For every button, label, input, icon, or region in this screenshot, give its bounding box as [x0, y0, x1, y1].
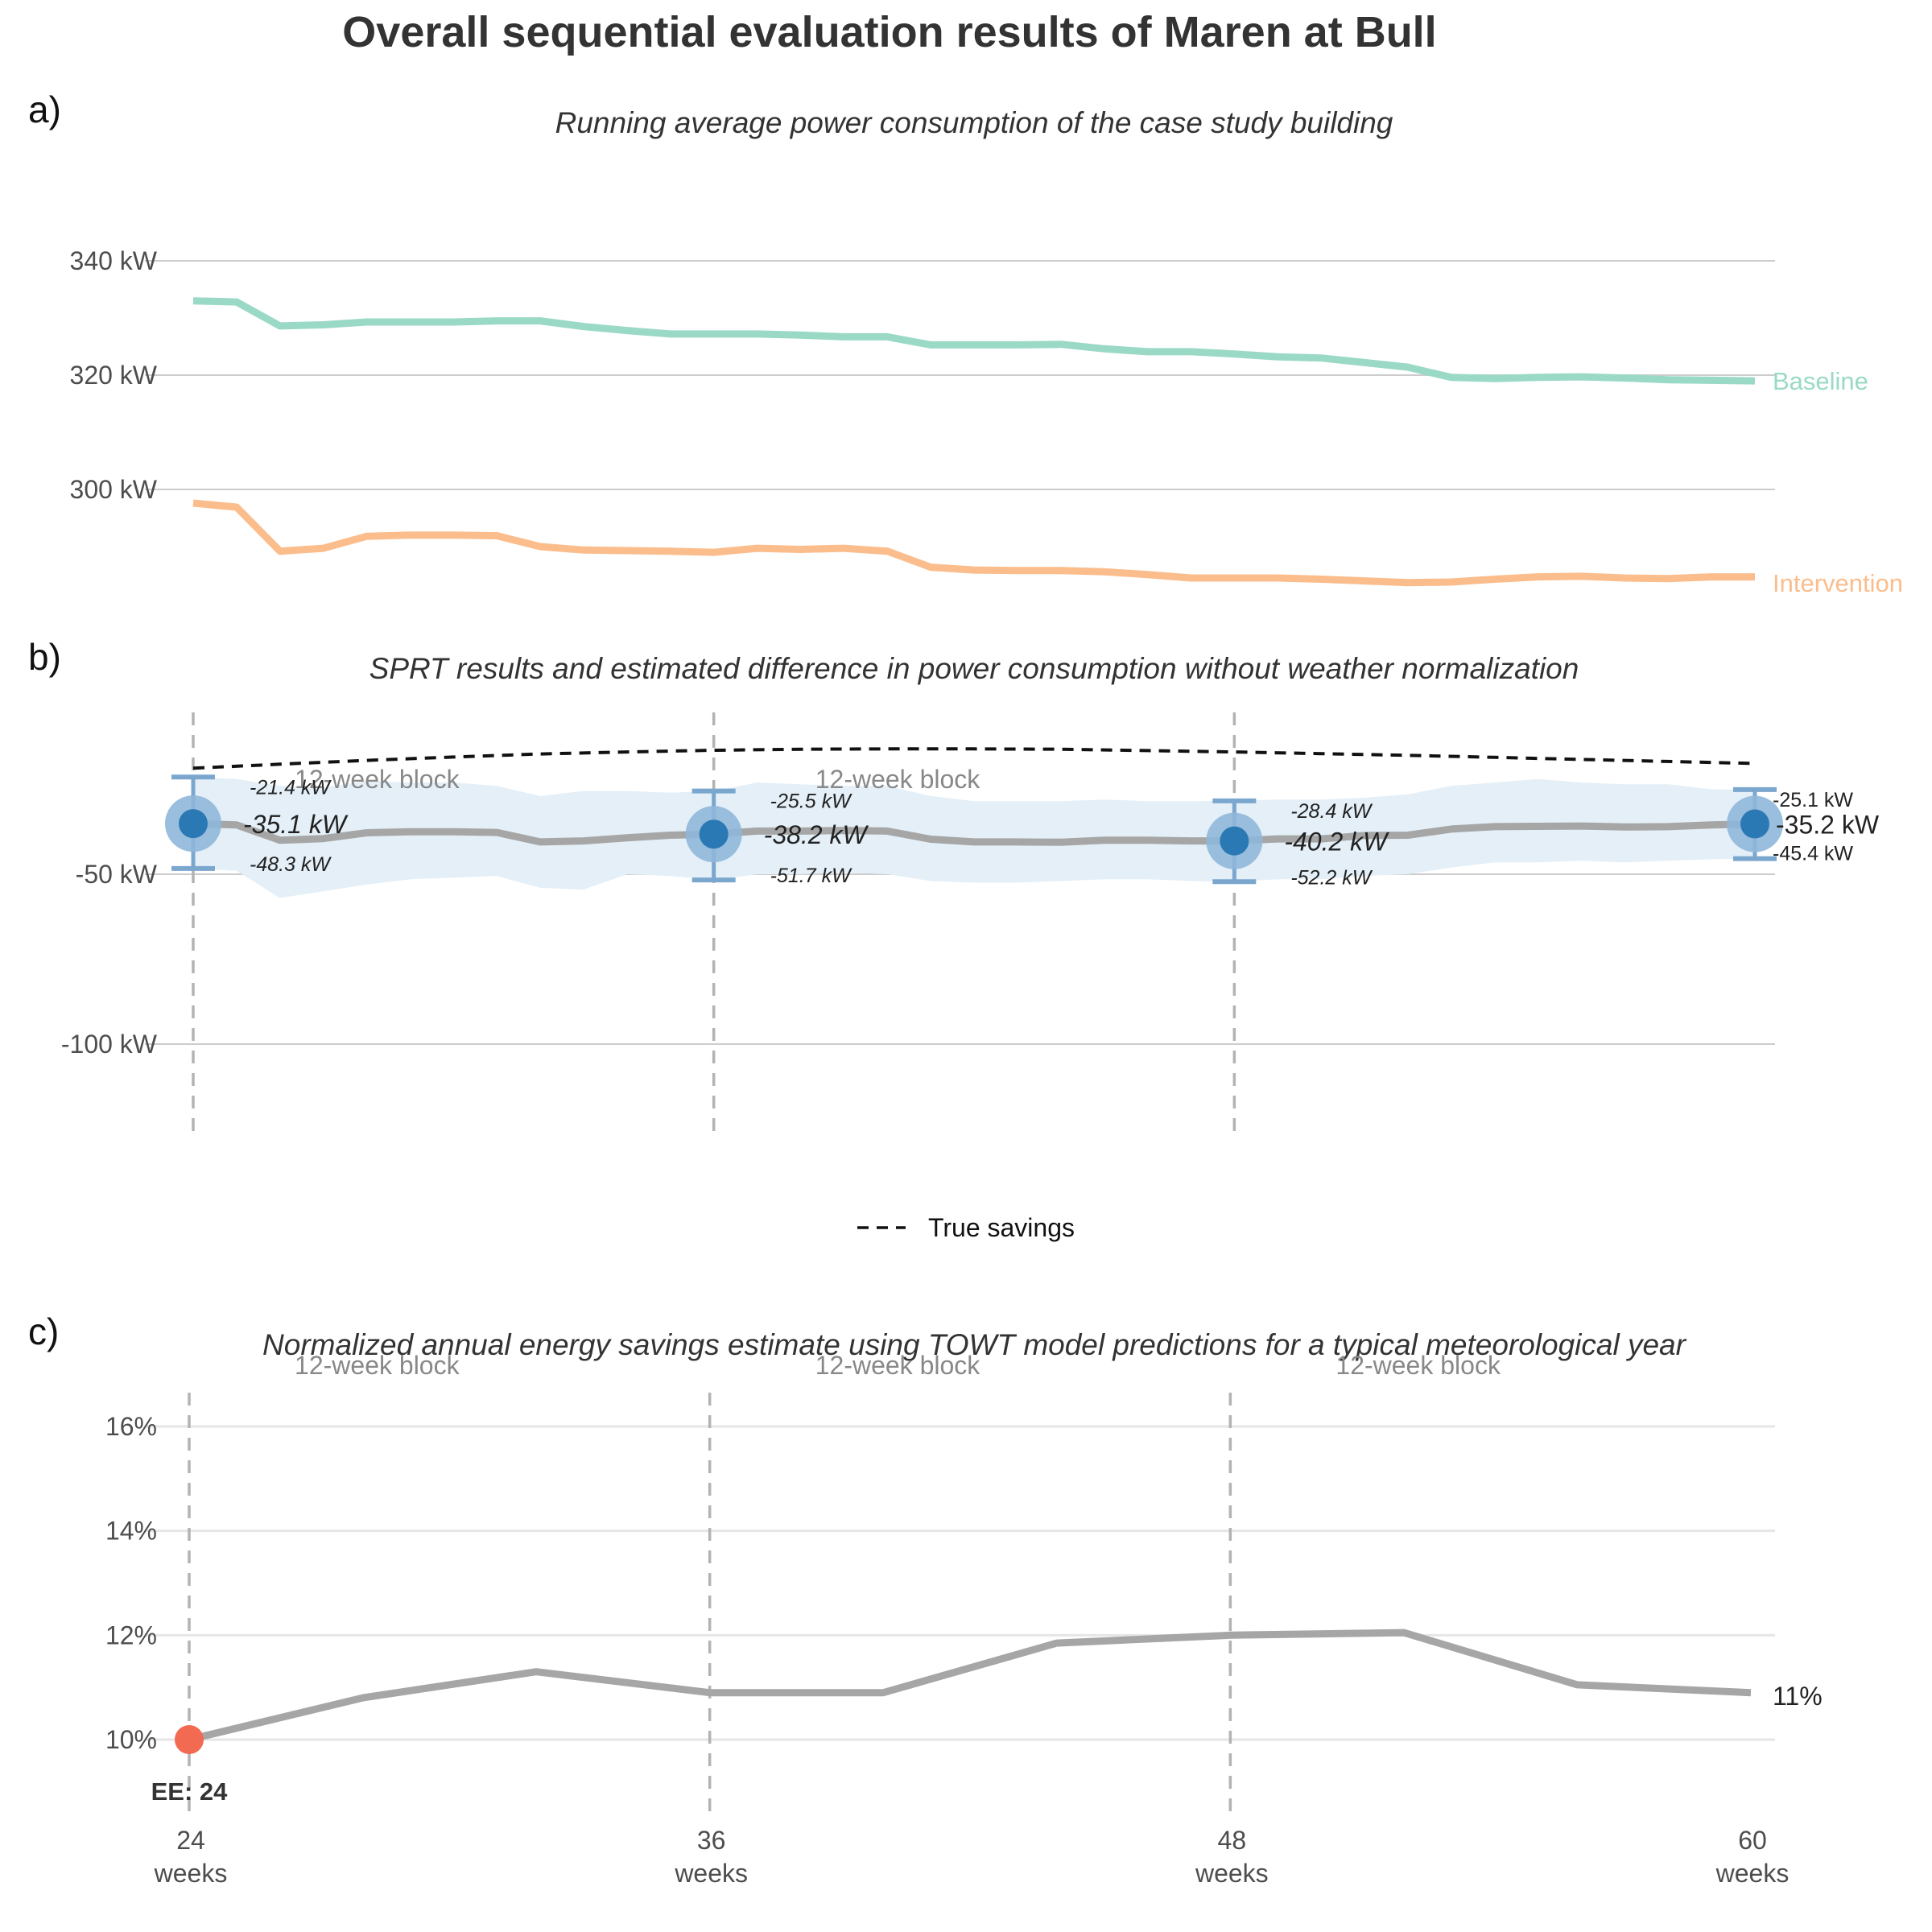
estimate-line: [192, 819, 1756, 846]
estimate-point: [1220, 826, 1249, 856]
y-tick-label-c: 12%: [105, 1620, 157, 1649]
panel-c: c) Normalized annual energy savings esti…: [28, 1311, 1823, 1888]
normalized-savings-line: [175, 1629, 1752, 1754]
y-tick-label-c: 14%: [105, 1517, 157, 1546]
estimate-path: [192, 819, 1756, 846]
series-label-intervention: Intervention: [1773, 569, 1903, 597]
y-tick-label-b: -100 kW: [61, 1030, 158, 1059]
panel-c-label: c): [28, 1311, 59, 1352]
panel-a-label: a): [28, 89, 61, 130]
block-label: 12-week block: [295, 1351, 460, 1380]
x-tick-value: 36: [697, 1826, 726, 1855]
x-tick-unit: weeks: [1195, 1859, 1269, 1888]
panel-c-grid: 10% 12% 14% 16%: [105, 1412, 1775, 1754]
sprt-points: -21.4 kW -48.3 kW -35.1 kW -25.5 kW -51.7 kW…: [165, 774, 1880, 889]
estimate-label: -35.1 kW: [243, 810, 349, 839]
x-tick-unit: weeks: [154, 1859, 228, 1888]
estimate-point: [179, 809, 208, 839]
sprt-point-group: -21.4 kW -48.3 kW -35.1 kW: [165, 774, 349, 876]
series-line-baseline: [192, 297, 1756, 385]
x-tick-unit: weeks: [674, 1859, 748, 1888]
panel-b-subtitle: SPRT results and estimated difference in…: [369, 652, 1579, 685]
x-tick-unit: weeks: [1715, 1859, 1790, 1888]
ci-ribbon-area: [193, 777, 1755, 898]
panel-b: b) SPRT results and estimated difference…: [28, 636, 1880, 1242]
panel-a-grid: 300 kW 320 kW 340 kW: [70, 246, 1775, 504]
upper-ci-label: -25.5 kW: [770, 791, 852, 813]
estimate-label: -38.2 kW: [764, 820, 869, 849]
panel-c-evaluation-lines: [188, 1393, 1232, 1815]
early-end-label: EE: 24: [151, 1777, 229, 1806]
lower-ci-label: -45.4 kW: [1773, 843, 1853, 865]
x-axis: 24 weeks 36 weeks 48 weeks 60 weeks: [154, 1826, 1790, 1888]
true-savings-path: [192, 747, 1756, 770]
block-label: 12-week block: [1335, 1351, 1501, 1380]
y-tick-label-c: 10%: [105, 1725, 157, 1754]
sprt-point-group: -25.1 kW -45.4 kW -35.2 kW: [1727, 786, 1880, 865]
panel-a-subtitle: Running average power consumption of the…: [555, 106, 1393, 139]
lower-ci-label: -48.3 kW: [250, 853, 332, 876]
lower-ci-label: -52.2 kW: [1290, 866, 1373, 889]
confidence-ribbon: [193, 777, 1755, 898]
final-savings-label: 11%: [1773, 1682, 1823, 1711]
x-tick-value: 48: [1218, 1826, 1247, 1855]
sprt-point-group: -25.5 kW -51.7 kW -38.2 kW: [685, 788, 869, 887]
sprt-point-group: -28.4 kW -52.2 kW -40.2 kW: [1206, 798, 1389, 889]
series-label-baseline: Baseline: [1773, 367, 1868, 395]
figure-title: Overall sequential evaluation results of…: [342, 8, 1436, 56]
block-label: 12-week block: [295, 765, 460, 794]
estimate-point: [1740, 809, 1769, 839]
legend: True savings: [857, 1213, 1075, 1242]
upper-ci-label: -28.4 kW: [1290, 800, 1373, 823]
block-label: 12-week block: [815, 1351, 981, 1380]
legend-label: True savings: [928, 1213, 1075, 1242]
panel-a-series: [192, 297, 1756, 587]
x-tick-value: 60: [1738, 1826, 1767, 1855]
panel-c-block-labels: 12-week block 12-week block 12-week block: [295, 1351, 1501, 1380]
lower-ci-label: -51.7 kW: [770, 865, 852, 887]
panel-b-label: b): [28, 636, 61, 678]
savings-path: [188, 1629, 1752, 1744]
estimate-label: -40.2 kW: [1284, 828, 1389, 857]
panel-a: a) Running average power consumption of …: [28, 89, 1903, 597]
block-label: 12-week block: [815, 765, 981, 794]
panel-c-subtitle: Normalized annual energy savings estimat…: [262, 1328, 1687, 1361]
upper-ci-label: -21.4 kW: [250, 776, 332, 799]
y-tick-label-a: 300 kW: [70, 475, 158, 504]
y-tick-label-a: 320 kW: [70, 361, 158, 390]
upper-ci-label: -25.1 kW: [1773, 789, 1853, 811]
panel-b-block-labels: 12-week block 12-week block: [295, 765, 980, 794]
true-savings-line: [192, 747, 1756, 770]
series-line-intervention: [192, 499, 1755, 587]
estimate-point: [699, 819, 729, 849]
early-end-point: [175, 1725, 204, 1754]
estimate-label: -35.2 kW: [1776, 811, 1880, 840]
x-tick-value: 24: [176, 1826, 205, 1855]
y-tick-label-a: 340 kW: [70, 246, 158, 275]
y-tick-label-b: -50 kW: [76, 860, 158, 889]
y-tick-label-c: 16%: [105, 1412, 157, 1441]
